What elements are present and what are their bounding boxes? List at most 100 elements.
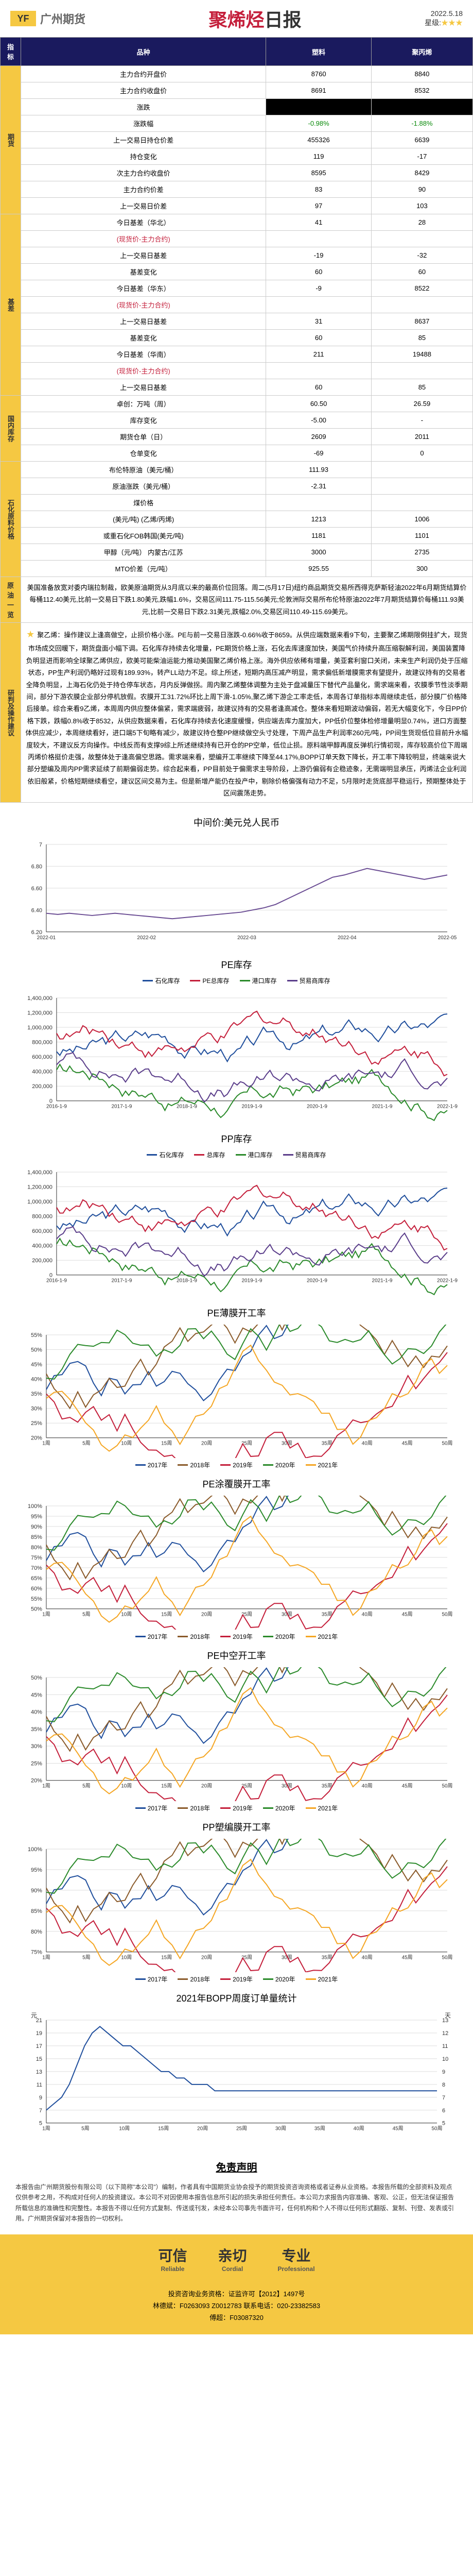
pe-stock-chart: 0200,000400,000600,000800,0001,000,0001,… [15, 988, 458, 1122]
row-name: 今日基差（华东） [21, 280, 266, 297]
pp-weave-title: PP塑编膜开工率 [15, 1820, 458, 1834]
svg-text:5: 5 [442, 2121, 445, 2127]
title-suffix: 日报 [265, 9, 302, 30]
table-row: 上一交易日持仓价差4553266639 [1, 132, 473, 148]
pe-hollow-legend: 2017年2018年2019年2020年2021年 [15, 1804, 458, 1812]
th-pp: 聚丙烯 [371, 38, 472, 66]
svg-text:1周: 1周 [42, 1954, 50, 1960]
footer-banner: 可信Reliable亲切Cordial专业Professional [0, 2234, 473, 2283]
row-name: 涨跌幅 [21, 115, 266, 132]
table-row: 上一交易日价差97103 [1, 198, 473, 214]
svg-text:45周: 45周 [402, 1440, 413, 1446]
svg-text:75%: 75% [31, 1949, 42, 1955]
svg-text:30%: 30% [31, 1743, 42, 1750]
svg-text:45周: 45周 [402, 1612, 413, 1618]
cell-v1 [266, 99, 372, 115]
svg-text:1,200,000: 1,200,000 [27, 1184, 52, 1190]
svg-text:2022-03: 2022-03 [237, 935, 256, 941]
legend-item: 港口库存 [240, 976, 277, 985]
cell-v2 [371, 495, 472, 511]
table-row: 持仓变化119-17 [1, 148, 473, 165]
table-header-row: 指标 品种 塑料 聚丙烯 [1, 38, 473, 66]
pp-stock-title: PP库存 [15, 1132, 458, 1145]
legend-item: 2019年 [220, 1461, 253, 1469]
svg-text:2022-1-9: 2022-1-9 [437, 1104, 458, 1110]
table-row: 主力合约价差8390 [1, 181, 473, 198]
svg-text:5周: 5周 [82, 1612, 91, 1618]
legend-item: 2021年 [306, 1804, 338, 1812]
svg-text:15周: 15周 [161, 1612, 172, 1618]
research-text: ★ 聚乙烯：操作建议上逢高做空，止损价格小涨。PE与前一交易日涨跌-0.66%收… [21, 623, 473, 803]
svg-text:90%: 90% [31, 1524, 42, 1530]
svg-text:80%: 80% [31, 1928, 42, 1935]
pe-coating-title: PE涂覆膜开工率 [15, 1477, 458, 1490]
logo-icon: YF [10, 11, 36, 26]
svg-text:1,400,000: 1,400,000 [27, 1170, 52, 1176]
svg-text:20%: 20% [31, 1778, 42, 1784]
research-label: 研判及操作建议 [1, 623, 21, 803]
legend-item: 2019年 [220, 1804, 253, 1812]
svg-text:20周: 20周 [201, 1954, 212, 1960]
svg-text:200,000: 200,000 [32, 1258, 52, 1264]
row-name: 库存变化 [21, 412, 266, 429]
svg-text:20%: 20% [31, 1435, 42, 1441]
cell-v2: 8532 [371, 82, 472, 99]
cell-v2 [371, 363, 472, 379]
table-row: 基差变化6085 [1, 330, 473, 346]
svg-text:1,400,000: 1,400,000 [27, 995, 52, 1002]
svg-text:10: 10 [442, 2056, 448, 2062]
cell-v1: 83 [266, 181, 372, 198]
cell-v2: 2735 [371, 544, 472, 561]
cell-v1: -2.31 [266, 478, 372, 495]
row-name: 基差变化 [21, 264, 266, 280]
cell-v1: 119 [266, 148, 372, 165]
svg-text:400,000: 400,000 [32, 1243, 52, 1249]
svg-text:40周: 40周 [362, 1440, 373, 1446]
svg-text:11: 11 [37, 2082, 42, 2088]
table-row: 石化原料价格布伦特原油（美元/桶）111.93 [1, 462, 473, 478]
legend-item: 2017年 [135, 1461, 168, 1469]
table-row: 上一交易日基差6085 [1, 379, 473, 396]
legend-item: 总库存 [194, 1150, 225, 1159]
footer-value: 专业Professional [278, 2245, 315, 2273]
svg-text:40周: 40周 [362, 1612, 373, 1618]
svg-text:45%: 45% [31, 1692, 42, 1698]
legend-item: 2017年 [135, 1632, 168, 1641]
row-name: 基差变化 [21, 330, 266, 346]
legend-item: 2021年 [306, 1975, 338, 1984]
svg-text:30周: 30周 [275, 2126, 286, 2132]
table-row: 甲醇（元/吨） 内蒙古/江苏30002735 [1, 544, 473, 561]
stars: ★★★ [441, 19, 463, 27]
cell-v1: 455326 [266, 132, 372, 148]
cell-v2: 8522 [371, 280, 472, 297]
svg-text:2022-1-9: 2022-1-9 [437, 1278, 458, 1284]
svg-text:2018-1-9: 2018-1-9 [177, 1104, 197, 1110]
row-name: 布伦特原油（美元/桶） [21, 462, 266, 478]
svg-text:1周: 1周 [42, 1440, 50, 1446]
pe-film-legend: 2017年2018年2019年2020年2021年 [15, 1461, 458, 1469]
svg-text:5周: 5周 [82, 1954, 91, 1960]
main-data-table: 指标 品种 塑料 聚丙烯 期货主力合约开盘价87608840主力合约收盘价869… [0, 37, 473, 803]
fx-chart-title: 中间价:美元兑人民币 [15, 816, 458, 829]
cell-v1: 31 [266, 313, 372, 330]
table-row: 原油涨跌（美元/桶）-2.31 [1, 478, 473, 495]
svg-text:1,000,000: 1,000,000 [27, 1199, 52, 1205]
legend-item: 石化库存 [147, 1150, 184, 1159]
cell-v1: 41 [266, 214, 372, 231]
cell-v2: 1006 [371, 511, 472, 528]
svg-text:2022-02: 2022-02 [137, 935, 156, 941]
row-name: 次主力合约收盘价 [21, 165, 266, 181]
cell-v1 [266, 363, 372, 379]
row-name: 卓创：万吨（周） [21, 396, 266, 412]
table-row: (美元/吨) (乙烯/丙烯)12131006 [1, 511, 473, 528]
svg-text:15周: 15周 [158, 2126, 169, 2132]
cell-v1 [266, 495, 372, 511]
cell-v2 [371, 99, 472, 115]
legend-item: 港口库存 [236, 1150, 273, 1159]
cell-v1: 2609 [266, 429, 372, 445]
cell-v1: 60 [266, 330, 372, 346]
table-row: (现货价-主力合约) [1, 231, 473, 247]
row-name: (现货价-主力合约) [21, 231, 266, 247]
row-name: 涨跌 [21, 99, 266, 115]
svg-text:12: 12 [442, 2030, 448, 2037]
